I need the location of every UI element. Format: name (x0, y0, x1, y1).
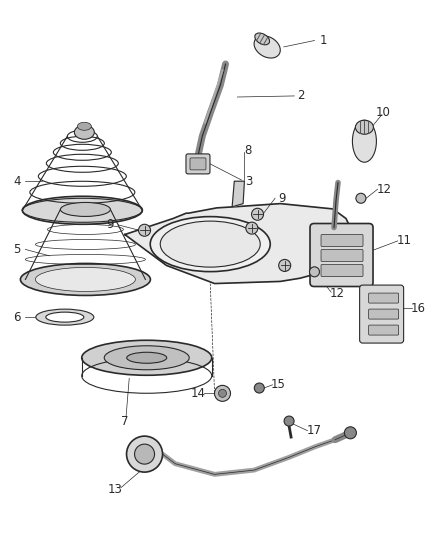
Text: 9: 9 (278, 192, 286, 205)
FancyBboxPatch shape (369, 325, 399, 335)
Ellipse shape (74, 125, 94, 139)
Text: 9: 9 (106, 219, 114, 231)
Ellipse shape (254, 36, 280, 58)
Text: 17: 17 (307, 424, 322, 437)
FancyBboxPatch shape (186, 154, 210, 174)
FancyBboxPatch shape (360, 285, 404, 343)
Ellipse shape (78, 122, 92, 130)
Circle shape (134, 444, 155, 464)
Ellipse shape (22, 196, 142, 224)
Text: 10: 10 (376, 107, 391, 119)
Ellipse shape (82, 340, 212, 375)
Ellipse shape (353, 120, 376, 162)
Ellipse shape (21, 263, 150, 295)
FancyBboxPatch shape (310, 223, 373, 287)
Circle shape (254, 383, 264, 393)
Circle shape (138, 224, 151, 236)
Text: 16: 16 (411, 302, 426, 314)
Circle shape (279, 260, 291, 271)
Text: 12: 12 (330, 287, 345, 300)
Circle shape (251, 208, 264, 220)
Ellipse shape (255, 33, 269, 45)
Circle shape (127, 436, 162, 472)
Text: 1: 1 (319, 34, 327, 47)
Text: 12: 12 (377, 183, 392, 196)
Ellipse shape (160, 221, 260, 267)
FancyBboxPatch shape (321, 235, 363, 246)
Text: 5: 5 (13, 243, 20, 256)
Ellipse shape (46, 312, 84, 322)
FancyBboxPatch shape (369, 293, 399, 303)
Circle shape (284, 416, 294, 426)
FancyBboxPatch shape (190, 158, 206, 170)
Circle shape (344, 427, 357, 439)
FancyBboxPatch shape (321, 249, 363, 262)
Text: 13: 13 (107, 483, 122, 496)
Ellipse shape (127, 352, 167, 364)
Text: 7: 7 (121, 415, 129, 427)
Text: 6: 6 (13, 311, 21, 324)
Circle shape (356, 193, 366, 203)
Circle shape (219, 389, 226, 398)
Text: 14: 14 (191, 387, 205, 400)
Polygon shape (232, 181, 244, 207)
Text: 8: 8 (244, 144, 251, 157)
FancyBboxPatch shape (369, 309, 399, 319)
Text: 15: 15 (271, 378, 286, 391)
FancyBboxPatch shape (321, 264, 363, 277)
Circle shape (215, 385, 230, 401)
Ellipse shape (60, 203, 110, 216)
Ellipse shape (36, 309, 94, 325)
Polygon shape (125, 204, 355, 284)
Text: 11: 11 (396, 235, 411, 247)
Text: 2: 2 (297, 90, 305, 102)
Ellipse shape (35, 268, 135, 292)
Text: 3: 3 (245, 175, 252, 188)
Ellipse shape (355, 120, 374, 134)
Circle shape (246, 222, 258, 234)
Text: 4: 4 (13, 175, 21, 188)
Circle shape (310, 267, 319, 277)
Ellipse shape (104, 346, 189, 370)
Ellipse shape (150, 216, 270, 272)
